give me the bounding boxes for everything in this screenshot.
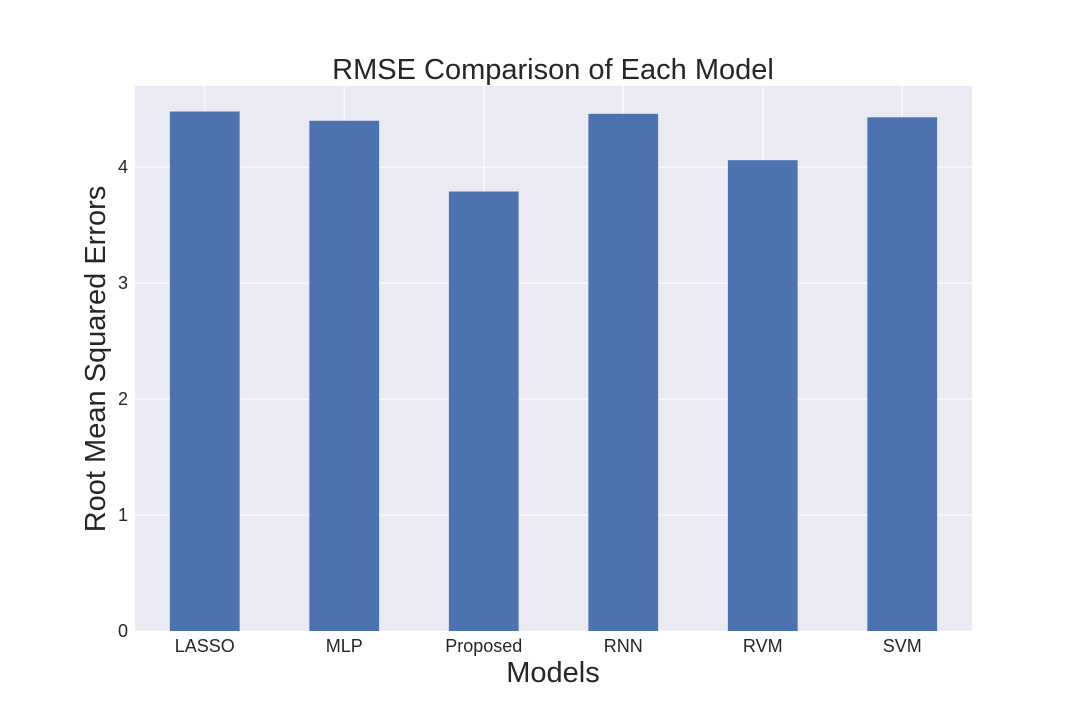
y-axis-label: Root Mean Squared Errors [80, 186, 112, 533]
chart-title: RMSE Comparison of Each Model [332, 54, 774, 86]
y-tick-label: 1 [118, 505, 128, 525]
bars [169, 111, 938, 632]
x-tick-label: MLP [326, 636, 363, 656]
x-tick-label: Proposed [445, 636, 522, 656]
y-tick-label: 0 [118, 621, 128, 641]
x-tick-label: RNN [604, 636, 643, 656]
bar-rnn [588, 113, 659, 632]
y-tick-label: 2 [118, 389, 128, 409]
x-tick-label: SVM [883, 636, 922, 656]
x-axis-label: Models [506, 657, 600, 689]
x-tick-label: LASSO [175, 636, 235, 656]
y-tick-labels: 0 1 2 3 4 [118, 157, 128, 641]
bar-mlp [309, 120, 380, 631]
y-tick-label: 4 [118, 157, 128, 177]
x-tick-labels: LASSO MLP Proposed RNN RVM SVM [175, 636, 922, 656]
bar-svm [867, 117, 938, 631]
x-tick-label: RVM [743, 636, 783, 656]
bar-rvm [727, 160, 798, 631]
y-tick-label: 3 [118, 273, 128, 293]
bar-lasso [169, 111, 240, 632]
bar-proposed [448, 191, 519, 631]
plot-area [135, 86, 972, 631]
